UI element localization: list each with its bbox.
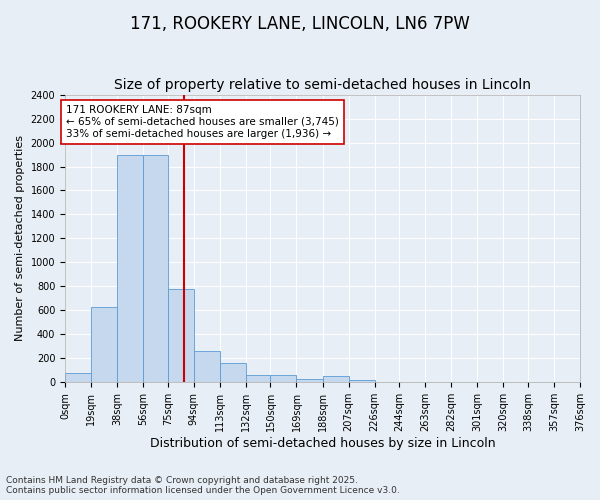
- Text: 171 ROOKERY LANE: 87sqm
← 65% of semi-detached houses are smaller (3,745)
33% of: 171 ROOKERY LANE: 87sqm ← 65% of semi-de…: [67, 106, 339, 138]
- Title: Size of property relative to semi-detached houses in Lincoln: Size of property relative to semi-detach…: [114, 78, 531, 92]
- Bar: [117, 154, 143, 382]
- Text: Contains HM Land Registry data © Crown copyright and database right 2025.
Contai: Contains HM Land Registry data © Crown c…: [6, 476, 400, 495]
- Bar: [296, 378, 323, 382]
- Text: 171, ROOKERY LANE, LINCOLN, LN6 7PW: 171, ROOKERY LANE, LINCOLN, LN6 7PW: [130, 15, 470, 33]
- Bar: [168, 289, 194, 382]
- Bar: [349, 380, 374, 382]
- Bar: [194, 351, 220, 382]
- X-axis label: Distribution of semi-detached houses by size in Lincoln: Distribution of semi-detached houses by …: [150, 437, 496, 450]
- Bar: [271, 375, 296, 382]
- Bar: [220, 363, 246, 382]
- Bar: [323, 376, 349, 382]
- Bar: [91, 307, 117, 382]
- Bar: [246, 375, 271, 382]
- Y-axis label: Number of semi-detached properties: Number of semi-detached properties: [15, 136, 25, 342]
- Bar: [143, 154, 168, 382]
- Bar: [65, 373, 91, 382]
